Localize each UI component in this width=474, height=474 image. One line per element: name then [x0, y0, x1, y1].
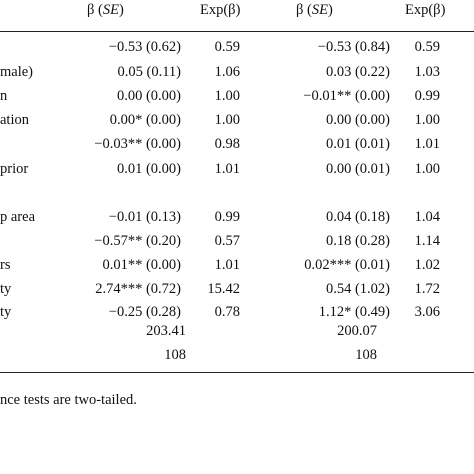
cell-e2: 0.99 — [414, 88, 440, 104]
cell-b1: −0.25 (0.28) — [108, 304, 181, 320]
cell-b1: 0.05 (0.11) — [117, 64, 182, 80]
header-rule — [0, 31, 474, 32]
cell-b1: 2.74*** (0.72) — [95, 281, 181, 297]
header-se-2: SE — [311, 2, 328, 18]
cell-b2: 0.00 (0.00) — [325, 112, 390, 128]
cell-b1: −0.03** (0.00) — [94, 136, 181, 152]
cell-b2: −0.53 (0.84) — [317, 39, 390, 55]
cell-b2: 0.18 (0.28) — [325, 233, 390, 249]
cell-e1: 1.00 — [214, 112, 240, 128]
row-label: n — [0, 88, 8, 104]
cell-e2: 1.72 — [414, 281, 440, 297]
cell-e1: 1.00 — [214, 88, 240, 104]
cell-b2: −0.01** (0.00) — [303, 88, 390, 104]
cell-b2: 0.54 (1.02) — [325, 281, 390, 297]
cell-b1: −0.53 (0.62) — [108, 39, 181, 55]
row-label: p area — [0, 209, 36, 225]
cell-e2: 1.04 — [414, 209, 440, 225]
fit-m2: 108 — [355, 347, 377, 363]
cell-e1: 0.98 — [214, 136, 240, 152]
row-label: rs — [0, 257, 11, 273]
bottom-rule — [0, 372, 474, 373]
table-note: nce tests are two-tailed. — [0, 392, 137, 408]
cell-b1: −0.57** (0.20) — [94, 233, 181, 249]
cell-e1: 1.01 — [214, 161, 240, 177]
cell-e1: 15.42 — [207, 281, 240, 297]
cell-e2: 1.00 — [414, 161, 440, 177]
cell-b2: 0.00 (0.01) — [325, 161, 390, 177]
fit-m2: 200.07 — [337, 323, 377, 339]
cell-b2: 0.01 (0.01) — [325, 136, 390, 152]
cell-e2: 1.03 — [414, 64, 440, 80]
row-label: male) — [0, 64, 34, 80]
header-se-1: SE — [102, 2, 119, 18]
header-exp-2: Exp(β) — [405, 2, 446, 18]
row-label: prior — [0, 161, 29, 177]
row-label: ty — [0, 304, 12, 320]
cell-e2: 1.01 — [414, 136, 440, 152]
cell-e1: 0.57 — [214, 233, 240, 249]
row-label: ty — [0, 281, 12, 297]
fit-m1: 203.41 — [146, 323, 186, 339]
cell-e2: 1.02 — [414, 257, 440, 273]
cell-b1: 0.00* (0.00) — [109, 112, 181, 128]
cell-e2: 0.59 — [414, 39, 440, 55]
cell-e2: 1.14 — [414, 233, 440, 249]
cell-b1: 0.01** (0.00) — [102, 257, 181, 273]
cell-e2: 1.00 — [414, 112, 440, 128]
header-beta-1: β (SE) — [87, 2, 124, 18]
cell-b1: 0.00 (0.00) — [116, 88, 181, 104]
header-beta-2: β (SE) — [296, 2, 333, 18]
cell-b2: 0.03 (0.22) — [325, 64, 390, 80]
row-label: ation — [0, 112, 29, 128]
cell-b2: 1.12* (0.49) — [318, 304, 390, 320]
cell-b1: 0.01 (0.00) — [116, 161, 181, 177]
cell-e1: 1.06 — [214, 64, 240, 80]
fit-m1: 108 — [164, 347, 186, 363]
cell-e1: 0.78 — [214, 304, 240, 320]
cell-e1: 0.59 — [214, 39, 240, 55]
cell-b2: 0.04 (0.18) — [325, 209, 390, 225]
cell-e1: 1.01 — [214, 257, 240, 273]
cell-e1: 0.99 — [214, 209, 240, 225]
cell-b1: −0.01 (0.13) — [108, 209, 181, 225]
cell-e2: 3.06 — [414, 304, 440, 320]
header-exp-1: Exp(β) — [200, 2, 241, 18]
cell-b2: 0.02*** (0.01) — [304, 257, 390, 273]
